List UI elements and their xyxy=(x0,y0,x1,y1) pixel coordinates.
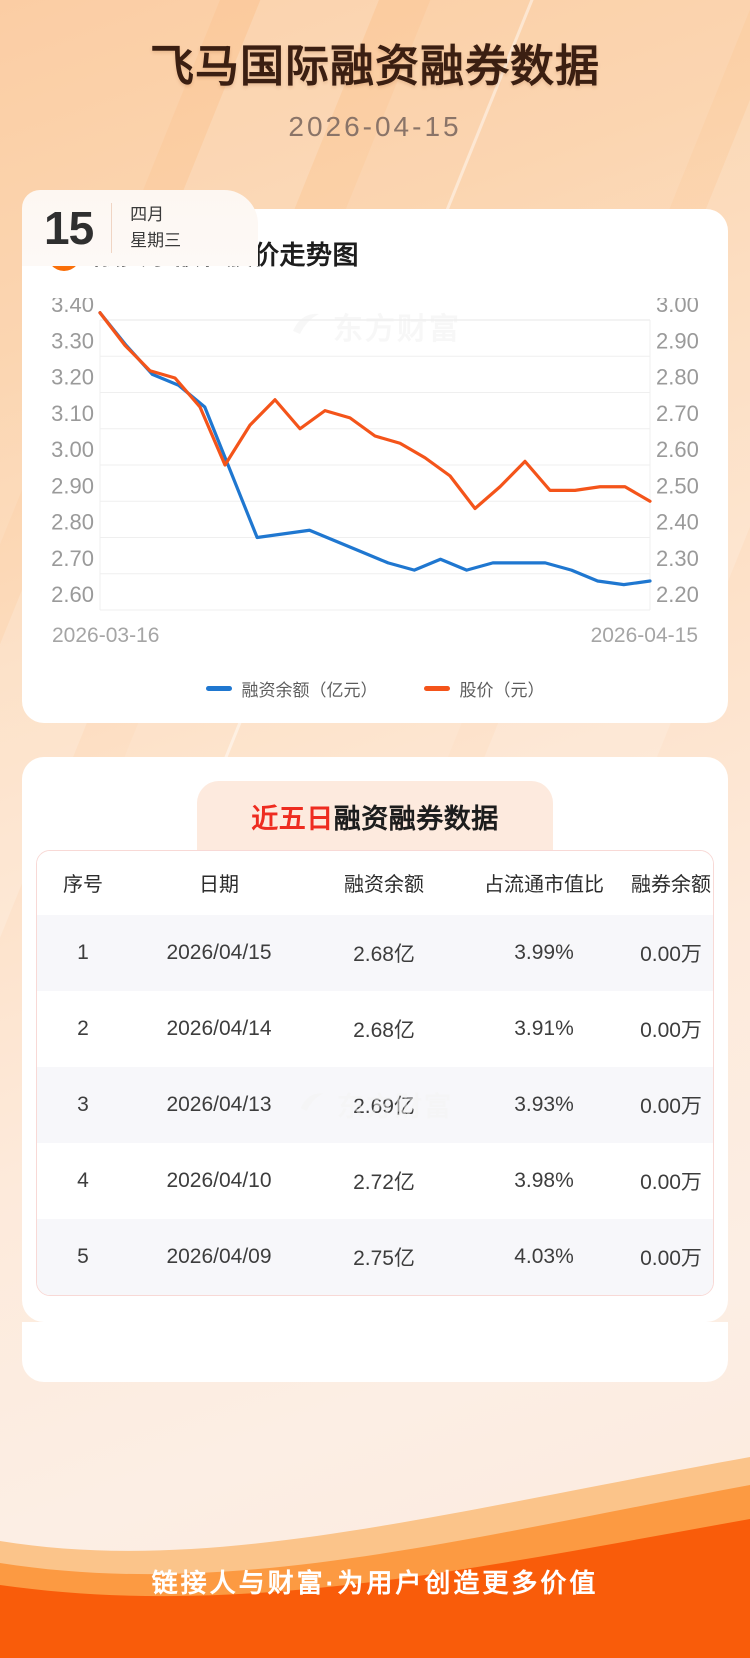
table-row: 1 2026/04/15 2.68亿 3.99% 0.00万 xyxy=(37,914,713,991)
svg-text:3.10: 3.10 xyxy=(51,400,94,425)
svg-text:2.50: 2.50 xyxy=(656,473,699,498)
column-header-short-balance: 融券余额 xyxy=(631,874,711,897)
chart-card: 融资余额和股价走势图 东方财富 3.403.303.203.103.002.90… xyxy=(22,208,728,723)
cell-margin-balance: 2.68亿 xyxy=(353,1018,415,1042)
svg-text:2.80: 2.80 xyxy=(51,509,94,534)
table-row: 5 2026/04/09 2.75亿 4.03% 0.00万 xyxy=(37,1218,713,1295)
cell-index: 1 xyxy=(77,940,89,964)
cell-index: 3 xyxy=(77,1092,89,1116)
chart-legend: 融资余额（亿元） 股价（元） xyxy=(22,676,728,701)
svg-text:2.40: 2.40 xyxy=(656,509,699,534)
table-row: 2 2026/04/14 2.68亿 3.91% 0.00万 xyxy=(37,990,713,1067)
cell-date: 2026/04/13 xyxy=(166,1092,272,1116)
cell-margin-balance: 2.72亿 xyxy=(353,1170,415,1194)
legend-swatch-stock-price xyxy=(423,685,450,691)
table-row: 3 2026/04/13 2.69亿 3.93% 0.00万 xyxy=(37,1066,713,1143)
margin-trading-table: 序号 日期 融资余额 占流通市值比 融券余额 1 2026/04/15 2.68亿 3… xyxy=(36,849,714,1296)
svg-text:2.70: 2.70 xyxy=(656,400,699,425)
column-header-margin-balance: 融资余额 xyxy=(344,874,424,897)
date-tab-day: 15 xyxy=(44,202,94,254)
cell-pct-float-cap: 3.91% xyxy=(514,1016,574,1040)
chart-area: 东方财富 3.40 3.30 3.20 3.10 3.00 2.90 2.80 2.70 2.6… xyxy=(22,298,728,668)
cell-index: 5 xyxy=(77,1244,89,1268)
svg-text:3.20: 3.20 xyxy=(51,364,94,389)
chart-svg: 3.40 3.30 3.20 3.10 3.00 2.90 2.80 2.70 2.60 3.00… xyxy=(51,298,699,647)
cell-short-balance: 0.00万 xyxy=(640,1094,702,1118)
legend-swatch-margin-balance xyxy=(205,685,232,691)
cell-short-balance: 0.00万 xyxy=(640,1018,702,1042)
svg-text:2.20: 2.20 xyxy=(656,582,699,607)
cell-date: 2026/04/14 xyxy=(166,1016,272,1040)
cell-short-balance: 0.00万 xyxy=(640,1246,702,1270)
cell-margin-balance: 2.75亿 xyxy=(353,1246,415,1270)
cell-short-balance: 0.00万 xyxy=(640,942,702,966)
table-card-backdrop xyxy=(22,1321,728,1382)
date-tab-divider xyxy=(111,203,113,253)
column-header-date: 日期 xyxy=(199,874,239,897)
table-title-highlight: 近五日 xyxy=(251,803,334,834)
column-header-pct-float-cap: 占流通市值比 xyxy=(484,874,604,897)
page-title: 飞马国际融资融券数据 xyxy=(150,42,600,91)
cell-index: 2 xyxy=(77,1016,89,1040)
cell-short-balance: 0.00万 xyxy=(640,1170,702,1194)
table-title-rest: 融资融券数据 xyxy=(333,803,499,834)
footer-slogan: 链接人与财富·为用户创造更多价值 xyxy=(151,1568,599,1598)
legend-item-stock-price: 股价（元） xyxy=(423,676,545,701)
cell-date: 2026/04/10 xyxy=(166,1168,272,1192)
cell-date: 2026/04/15 xyxy=(166,940,272,964)
cell-margin-balance: 2.68亿 xyxy=(353,942,415,966)
svg-text:3.30: 3.30 xyxy=(51,328,94,353)
svg-text:2.60: 2.60 xyxy=(51,582,94,607)
page-footer: 链接人与财富·为用户创造更多价值 xyxy=(0,1423,750,1658)
svg-text:2.90: 2.90 xyxy=(51,473,94,498)
svg-text:3.00: 3.00 xyxy=(51,437,94,462)
cell-pct-float-cap: 4.03% xyxy=(514,1244,574,1268)
table-row: 4 2026/04/10 2.72亿 3.98% 0.00万 xyxy=(37,1142,713,1219)
cell-pct-float-cap: 3.99% xyxy=(514,940,574,964)
table-header-row: 序号 日期 融资余额 占流通市值比 融券余额 xyxy=(37,850,713,915)
svg-text:2.90: 2.90 xyxy=(656,328,699,353)
table-card: 近五日融资融券数据 序号 日期 融资余额 占流通市值比 融券余额 1 2026/0… xyxy=(22,756,728,1322)
legend-label-stock-price: 股价（元） xyxy=(459,680,545,700)
date-tab: 15 四月 星期三 xyxy=(22,190,258,266)
cell-pct-float-cap: 3.93% xyxy=(514,1092,574,1116)
svg-text:2.60: 2.60 xyxy=(656,437,699,462)
page-header: 飞马国际融资融券数据 2026-04-15 xyxy=(0,0,750,143)
svg-text:2026-04-15: 2026-04-15 xyxy=(591,624,698,647)
column-header-index: 序号 xyxy=(63,874,103,897)
page-subtitle-date: 2026-04-15 xyxy=(288,110,462,142)
cell-date: 2026/04/09 xyxy=(166,1244,272,1268)
legend-item-margin-balance: 融资余额（亿元） xyxy=(205,676,378,701)
svg-text:3.00: 3.00 xyxy=(656,298,699,317)
cell-pct-float-cap: 3.98% xyxy=(514,1168,574,1192)
legend-label-margin-balance: 融资余额（亿元） xyxy=(241,680,378,700)
svg-text:2.30: 2.30 xyxy=(656,545,699,570)
cell-index: 4 xyxy=(77,1168,89,1192)
date-tab-weekday: 星期三 xyxy=(130,231,182,250)
svg-text:2026-03-16: 2026-03-16 xyxy=(52,624,159,647)
table-section-title: 近五日融资融券数据 xyxy=(197,780,553,860)
svg-text:2.80: 2.80 xyxy=(656,364,699,389)
cell-margin-balance: 2.69亿 xyxy=(353,1094,415,1118)
table-body: 1 2026/04/15 2.68亿 3.99% 0.00万 2 2026/04/14 2.6… xyxy=(37,914,713,1295)
date-tab-month: 四月 xyxy=(130,204,165,224)
svg-text:2.70: 2.70 xyxy=(51,545,94,570)
svg-text:3.40: 3.40 xyxy=(51,298,94,317)
